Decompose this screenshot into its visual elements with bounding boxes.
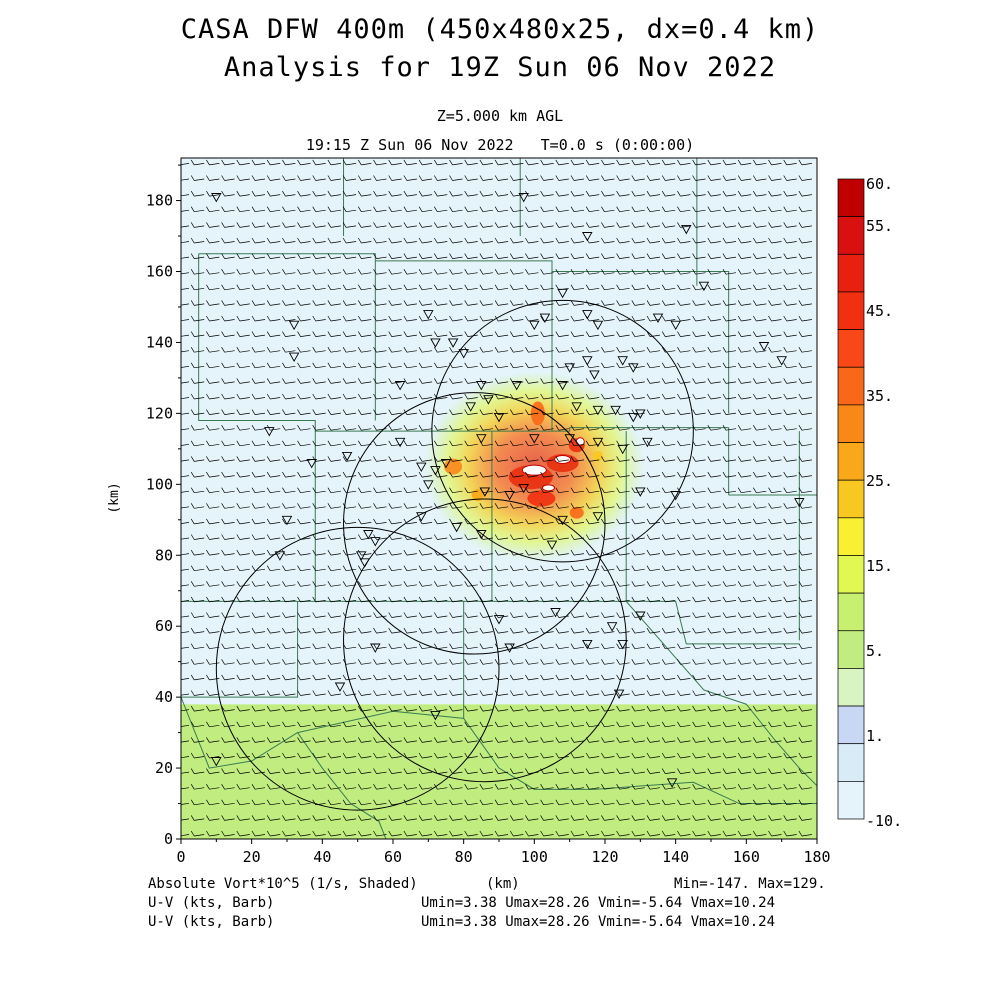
- uv-stats-1: Umin=3.38 Umax=28.26 Vmin=-5.64 Vmax=10.…: [421, 895, 776, 911]
- county-boundary-14: [626, 600, 800, 645]
- colorbar-swatch-0: [837, 178, 865, 217]
- range-ring-2: [215, 526, 500, 811]
- level-label: Z=5.000 km AGL: [436, 107, 564, 125]
- vorticity-core-1: [554, 454, 572, 464]
- field-label-barb-1: U-V (kts, Barb): [148, 895, 275, 911]
- colorbar-swatch-16: [837, 781, 865, 820]
- colorbar-label-4: 25.: [866, 472, 893, 490]
- x-tick-label-1: 20: [243, 848, 261, 866]
- colorbar-label-1: 55.: [866, 217, 893, 235]
- county-boundary-15: [181, 597, 299, 698]
- y-tick-label-0: 0: [164, 830, 173, 848]
- county-boundary-17: [297, 710, 817, 805]
- field-label-vorticity: Absolute Vort*10^5 (1/s, Shaded): [148, 876, 418, 892]
- x-tick-label-9: 180: [803, 848, 830, 866]
- colorbar-swatch-13: [837, 668, 865, 707]
- colorbar-label-5: 15.: [866, 557, 893, 575]
- chart-title: CASA DFW 400m (450x480x25, dx=0.4 km): [180, 14, 820, 45]
- colorbar-swatch-11: [837, 592, 865, 632]
- y-tick-label-5: 100: [146, 475, 173, 493]
- field-label-barb-2: U-V (kts, Barb): [148, 914, 275, 930]
- y-tick-label-3: 60: [155, 617, 173, 635]
- x-tick-label-3: 60: [384, 848, 402, 866]
- x-tick-label-8: 160: [733, 848, 760, 866]
- colorbar-label-0: 60.: [866, 175, 893, 193]
- colorbar-swatch-5: [837, 366, 865, 406]
- y-tick-label-1: 20: [155, 759, 173, 777]
- colorbar-label-6: 5.: [866, 642, 884, 660]
- colorbar-swatch-9: [837, 517, 865, 556]
- colorbar-label-2: 45.: [866, 302, 893, 320]
- x-tick-label-0: 0: [176, 848, 185, 866]
- colorbar-swatch-4: [837, 329, 865, 368]
- station-markers: [211, 193, 805, 788]
- uv-stats-2: Umin=3.38 Umax=28.26 Vmin=-5.64 Vmax=10.…: [421, 914, 776, 930]
- colorbar-swatch-12: [837, 630, 865, 669]
- y-tick-label-2: 40: [155, 688, 173, 706]
- colorbar-swatch-8: [837, 479, 865, 519]
- colorbar-swatch-10: [837, 555, 865, 594]
- colorbar-swatch-2: [837, 253, 865, 293]
- county-boundary-18: [625, 601, 817, 787]
- shaded-region-0: [181, 704, 817, 839]
- colorbar-swatch-14: [837, 705, 865, 745]
- y-tick-label-7: 140: [146, 333, 173, 351]
- y-tick-label-8: 160: [146, 263, 173, 281]
- vorticity-blob-7: [592, 450, 603, 461]
- y-tick-label-6: 120: [146, 404, 173, 422]
- min-max-label: Min=-147. Max=129.: [674, 876, 826, 892]
- range-ring-1: [343, 392, 606, 655]
- x-tick-label-6: 120: [591, 848, 618, 866]
- colorbar-swatch-15: [837, 743, 865, 782]
- colorbar-swatch-3: [837, 291, 865, 330]
- x-tick-label-5: 100: [521, 848, 548, 866]
- colorbar-label-8: -10.: [866, 812, 902, 830]
- vorticity-core-2: [541, 484, 555, 492]
- colorbar-swatch-6: [837, 404, 865, 443]
- x-tick-label-2: 40: [313, 848, 331, 866]
- x-tick-label-4: 80: [455, 848, 473, 866]
- colorbar-swatch-1: [837, 216, 865, 255]
- x-axis-unit: (km): [486, 876, 520, 892]
- y-tick-label-4: 80: [155, 546, 173, 564]
- x-tick-label-7: 140: [662, 848, 689, 866]
- colorbar-label-7: 1.: [866, 727, 884, 745]
- time-label: 19:15 Z Sun 06 Nov 2022 T=0.0 s (0:00:00…: [305, 136, 695, 154]
- vorticity-blob-8: [569, 506, 584, 519]
- chart-subtitle: Analysis for 19Z Sun 06 Nov 2022: [223, 52, 777, 83]
- range-ring-0: [431, 299, 694, 563]
- y-axis-label: (km): [107, 482, 122, 513]
- colorbar-swatch-7: [837, 442, 865, 481]
- y-tick-label-9: 180: [146, 192, 173, 210]
- vorticity-core-0: [521, 464, 547, 476]
- vorticity-blob-2: [527, 490, 556, 507]
- colorbar-label-3: 35.: [866, 387, 893, 405]
- county-boundary-16: [181, 696, 387, 839]
